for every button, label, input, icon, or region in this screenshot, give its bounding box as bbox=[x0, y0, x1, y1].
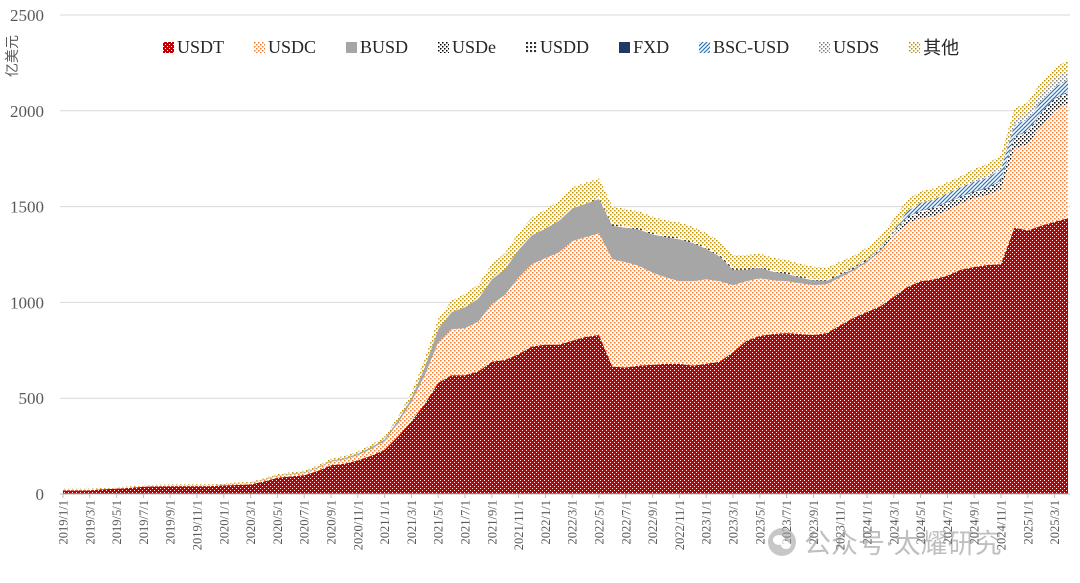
legend-swatch-busd bbox=[346, 41, 358, 53]
legend-item-usde: USDe bbox=[438, 37, 496, 58]
x-tick-label: 2024/5/1 bbox=[914, 500, 928, 544]
legend-swatch-fxd bbox=[619, 41, 631, 53]
legend-label-other: 其他 bbox=[923, 38, 960, 58]
legend-swatch-usdt bbox=[163, 41, 174, 53]
x-tick-label: 2021/11/1 bbox=[512, 500, 526, 550]
y-tick-label: 500 bbox=[19, 389, 45, 408]
y-tick-label: 0 bbox=[36, 485, 45, 504]
x-tick-label: 2023/5/1 bbox=[753, 500, 767, 544]
plot-area bbox=[63, 60, 1068, 494]
x-tick-label: 2021/7/1 bbox=[459, 500, 473, 544]
x-tick-label: 2019/1/1 bbox=[57, 500, 71, 544]
legend-swatch-usdd bbox=[526, 41, 538, 53]
legend-item-usdt: USDT bbox=[163, 37, 224, 58]
x-tick-label: 2022/11/1 bbox=[673, 500, 687, 550]
x-tick-label: 2019/9/1 bbox=[164, 500, 178, 544]
x-tick-label: 2023/11/1 bbox=[834, 500, 848, 550]
y-tick-label: 1500 bbox=[10, 198, 44, 217]
legend-label-usds: USDS bbox=[833, 36, 880, 57]
x-tick-label: 2020/11/1 bbox=[351, 500, 365, 550]
x-tick-label: 2024/11/1 bbox=[995, 500, 1009, 550]
x-tick-label: 2019/5/1 bbox=[110, 500, 124, 544]
y-tick-label: 2000 bbox=[10, 102, 44, 121]
x-tick-label: 2020/1/1 bbox=[217, 500, 231, 544]
watermark: 公众号·太耀研究 bbox=[768, 522, 1002, 561]
x-tick-label: 2021/1/1 bbox=[378, 500, 392, 544]
legend-item-usds: USDS bbox=[819, 37, 879, 58]
x-tick-label: 2021/9/1 bbox=[485, 500, 499, 544]
legend-label-usdt: USDT bbox=[177, 36, 225, 57]
x-tick-label: 2025/1/1 bbox=[1021, 500, 1035, 544]
x-tick-label: 2022/7/1 bbox=[619, 500, 633, 544]
y-tick-label: 1000 bbox=[10, 293, 44, 312]
x-tick-label: 2022/9/1 bbox=[646, 500, 660, 544]
x-tick-label: 2022/1/1 bbox=[539, 500, 553, 544]
series-area-usdt bbox=[63, 218, 1068, 494]
x-tick-label: 2024/7/1 bbox=[941, 500, 955, 544]
legend-label-usdd: USDD bbox=[540, 36, 590, 57]
series-area-usdc bbox=[63, 103, 1068, 491]
legend-item-fxd: FXD bbox=[619, 37, 669, 58]
legend-item-usdd: USDD bbox=[526, 37, 589, 58]
legend-item-other: 其他 bbox=[909, 34, 959, 60]
legend-label-busd: BUSD bbox=[360, 36, 409, 57]
x-tick-label: 2020/5/1 bbox=[271, 500, 285, 544]
legend-swatch-other bbox=[909, 41, 921, 53]
legend: USDT USDC BUSD USDe USDD FXD BSC-USD US bbox=[163, 35, 959, 59]
x-tick-label: 2020/9/1 bbox=[325, 500, 339, 544]
x-tick-label: 2021/3/1 bbox=[405, 500, 419, 544]
legend-label-bsc-usd: BSC-USD bbox=[713, 36, 790, 57]
legend-swatch-usds bbox=[819, 41, 831, 53]
x-tick-label: 2019/3/1 bbox=[83, 500, 97, 544]
x-tick-label: 2020/3/1 bbox=[244, 500, 258, 544]
x-tick-label: 2019/7/1 bbox=[137, 500, 151, 544]
x-tick-label: 2020/7/1 bbox=[298, 500, 312, 544]
x-tick-label: 2024/1/1 bbox=[861, 500, 875, 544]
x-tick-label: 2021/5/1 bbox=[432, 500, 446, 544]
legend-label-usde: USDe bbox=[452, 36, 497, 57]
x-tick-label: 2023/1/1 bbox=[700, 500, 714, 544]
legend-item-busd: BUSD bbox=[346, 37, 408, 58]
wechat-icon bbox=[768, 527, 796, 556]
legend-swatch-bsc-usd bbox=[699, 41, 711, 53]
x-tick-label: 2024/9/1 bbox=[968, 500, 982, 544]
x-tick-label: 2025/3/1 bbox=[1048, 500, 1062, 544]
legend-swatch-usde bbox=[438, 41, 450, 53]
legend-item-bsc-usd: BSC-USD bbox=[699, 37, 789, 58]
watermark-text: 公众号·太耀研究 bbox=[804, 529, 1002, 560]
legend-label-fxd: FXD bbox=[633, 36, 670, 57]
axes: 0 500 1000 1500 2000 2500 2019/1/1 2019/3/1 2019… bbox=[10, 6, 1070, 550]
y-tick-label: 2500 bbox=[10, 6, 44, 25]
x-tick-label: 2022/3/1 bbox=[566, 500, 580, 544]
x-tick-label: 2023/3/1 bbox=[727, 500, 741, 544]
x-tick-label: 2022/5/1 bbox=[593, 500, 607, 544]
legend-label-usdc: USDC bbox=[268, 36, 317, 57]
x-tick-label: 2023/9/1 bbox=[807, 500, 821, 544]
x-tick-label: 2019/11/1 bbox=[191, 500, 205, 550]
legend-item-usdc: USDC bbox=[254, 37, 316, 58]
legend-swatch-usdc bbox=[254, 41, 266, 53]
y-axis-title: 亿美元 bbox=[5, 35, 21, 77]
x-tick-label: 2024/3/1 bbox=[887, 500, 901, 544]
